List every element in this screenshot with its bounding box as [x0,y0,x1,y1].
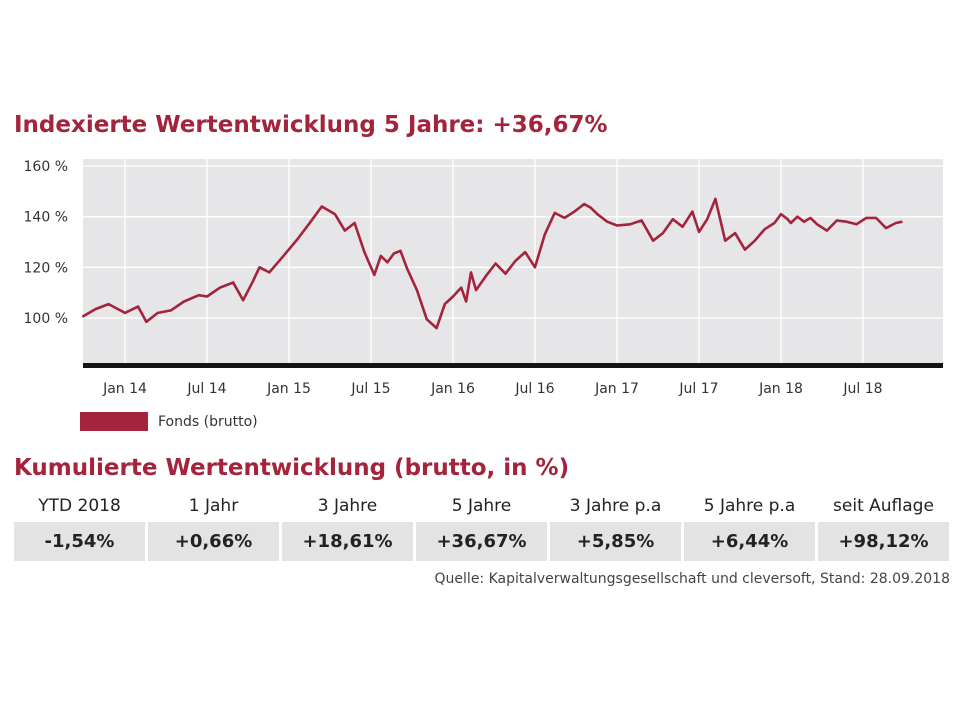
legend-swatch [80,412,148,431]
performance-line-chart: 160 %140 %120 %100 % Jan 14 Jul 14 Jan 15 J… [24,159,943,397]
cumulative-title: Kumulierte Wertentwicklung (brutto, in %… [14,455,570,481]
header-5-jahre-pa: 5 Jahre p.a [703,496,796,516]
x-tick-label: Jul 15 [350,381,390,397]
grid-lines [83,159,943,363]
x-tick-label: Jul 17 [678,381,718,397]
y-tick-label: 100 % [24,311,68,327]
x-tick-label: Jul 18 [842,381,882,397]
legend: Fonds (brutto) [80,412,258,431]
chart-title: Indexierte Wertentwicklung 5 Jahre: +36,… [14,112,608,138]
value-seit-auflage: +98,12% [818,522,949,561]
series-line-fonds [81,197,903,330]
x-tick-label: Jul 14 [186,381,226,397]
cumulative-performance-table: YTD 2018 1 Jahr 3 Jahre 5 Jahre 3 Jahre … [14,490,949,561]
y-tick-label: 140 % [24,210,68,226]
x-tick-label: Jan 18 [758,381,803,397]
source-note: Quelle: Kapitalverwaltungsgesellschaft u… [434,571,950,587]
value-5-jahre-pa: +6,44% [684,522,815,561]
y-tick-label: 160 % [24,159,68,175]
x-axis-ticks: Jan 14 Jul 14 Jan 15 Jul 15 Jan 16 Jul 16 Jan … [102,381,883,397]
header-3-jahre: 3 Jahre [317,496,378,516]
value-3-jahre: +18,61% [282,522,413,561]
legend-label: Fonds (brutto) [158,413,258,430]
x-tick-label: Jan 17 [594,381,639,397]
value-ytd: -1,54% [14,522,145,561]
value-3-jahre-pa: +5,85% [550,522,681,561]
header-1-jahr: 1 Jahr [188,496,239,516]
x-tick-label: Jul 16 [514,381,554,397]
header-3-jahre-pa: 3 Jahre p.a [569,496,662,516]
y-axis-ticks: 160 % 140 % 120 % 100 % [24,159,68,327]
header-ytd: YTD 2018 [38,496,121,516]
value-5-jahre: +36,67% [416,522,547,561]
x-tick-label: Jan 14 [102,381,147,397]
y-tick-label: 120 % [24,260,68,276]
x-tick-label: Jan 15 [266,381,311,397]
header-seit-auflage: seit Auflage [833,496,934,516]
x-axis-bar [83,363,943,368]
value-1-jahr: +0,66% [148,522,279,561]
header-5-jahre: 5 Jahre [451,496,512,516]
x-tick-label: Jan 16 [430,381,475,397]
